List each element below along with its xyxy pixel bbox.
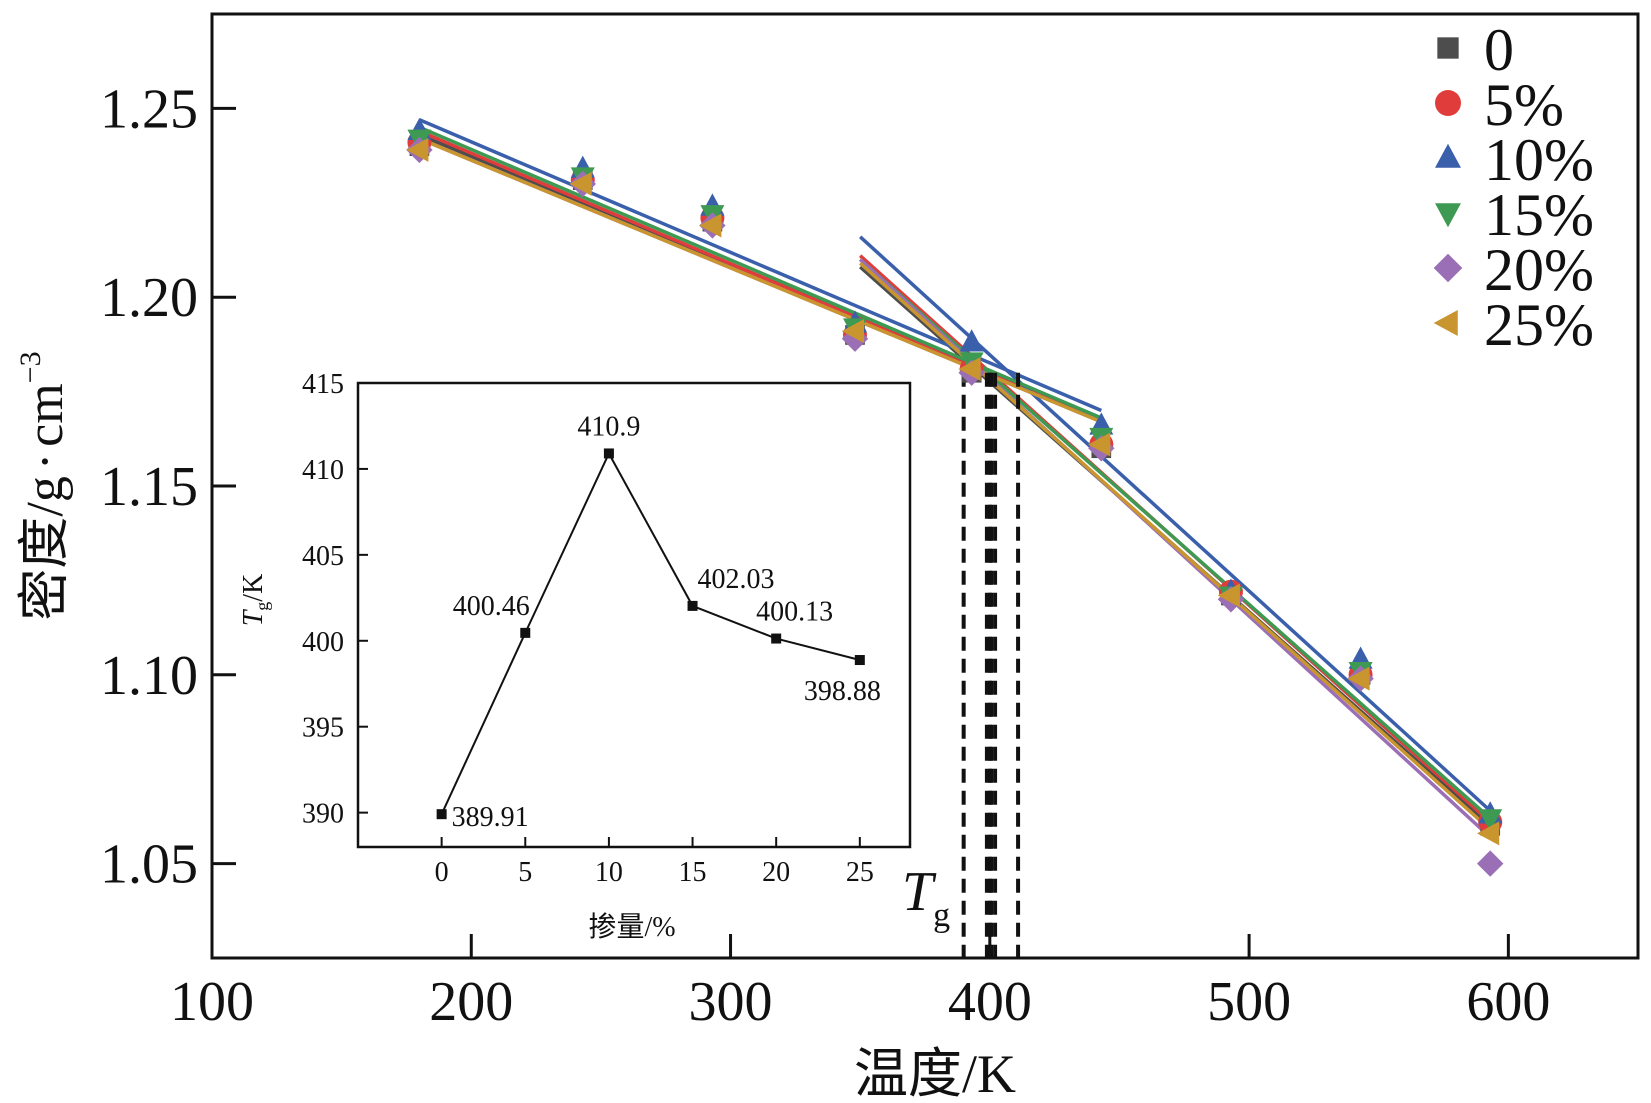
legend-label-25pct: 25% [1484, 292, 1594, 358]
inset-data-label: 400.46 [453, 591, 530, 622]
data-point-25pct [1347, 666, 1370, 691]
legend-marker-10pct [1435, 143, 1461, 168]
data-point-15pct [1478, 809, 1503, 832]
main-y-axis-label: 密度/g · cm−3 [14, 351, 74, 620]
legend-label-0: 0 [1484, 17, 1514, 83]
data-point-25pct [841, 319, 864, 344]
data-point-20pct [1477, 850, 1504, 877]
inset-x-tick-label: 5 [518, 857, 532, 888]
inset-axis-ticks: 0 5 10 15 20 25 390 395 400 405 410 415 [302, 369, 874, 888]
main-x-tick-label: 300 [689, 971, 773, 1033]
legend-label-15pct: 15% [1484, 182, 1594, 248]
inset-x-tick-label: 25 [846, 857, 874, 888]
main-x-tick-label: 200 [429, 971, 513, 1033]
data-point-25pct [1477, 821, 1500, 846]
main-x-tick-label: 500 [1207, 971, 1291, 1033]
data-point-25pct [406, 137, 429, 162]
inset-data-label: 400.13 [756, 597, 833, 628]
data-point-25pct [1217, 583, 1240, 608]
legend-label-10pct: 10% [1484, 127, 1594, 193]
inset-y-axis-label-main: T [238, 608, 269, 626]
inset-data-point [854, 655, 865, 666]
inset-data-markers [436, 448, 865, 820]
main-x-tick-label: 100 [170, 971, 254, 1033]
data-point-25pct [699, 213, 722, 238]
inset-data-point [520, 627, 531, 638]
main-data-markers [406, 117, 1504, 877]
inset-data-label: 389.91 [452, 802, 529, 833]
inset-y-tick-label: 405 [302, 541, 344, 572]
inset-data-label: 398.88 [804, 676, 881, 707]
data-point-25pct [569, 171, 592, 196]
inset-y-tick-label: 410 [302, 455, 344, 486]
main-y-tick-label: 1.20 [100, 267, 198, 329]
tg-annotation-main: T [902, 861, 937, 923]
inset-series-line [440, 451, 861, 815]
fit-line-glassy-25pct [418, 136, 1102, 424]
inset-y-axis-label-sub: g [252, 602, 272, 611]
legend-marker-0 [1437, 37, 1459, 59]
legend-marker-25pct [1433, 310, 1458, 336]
inset-y-tick-label: 400 [302, 627, 344, 658]
fit-line-glassy-10pct [418, 118, 1102, 413]
main-x-tick-label: 600 [1466, 971, 1550, 1033]
inset-data-point [771, 633, 782, 644]
inset-y-tick-label: 390 [302, 799, 344, 830]
main-y-tick-label: 1.10 [100, 645, 198, 707]
fit-line-rubbery-10pct [859, 235, 1492, 813]
data-point-25pct [958, 356, 981, 381]
main-y-tick-label: 1.15 [100, 456, 198, 518]
legend-label-20pct: 20% [1484, 237, 1594, 303]
inset-x-tick-label: 15 [679, 857, 707, 888]
fit-line-rubbery-25pct [859, 261, 1492, 831]
main-y-tick-label: 1.25 [100, 78, 198, 140]
inset-y-axis-label-unit: /K [238, 574, 269, 602]
fit-line-glassy-15pct [418, 125, 1102, 420]
fit-line-rubbery-15pct [859, 258, 1492, 820]
inset-y-tick-label: 415 [302, 369, 344, 400]
data-point-10pct [959, 329, 984, 352]
inset-data-point [687, 600, 698, 611]
inset-x-tick-label: 0 [435, 857, 449, 888]
legend-label-5pct: 5% [1484, 72, 1564, 138]
inset-data-point [436, 809, 447, 820]
tg-dashed-lines [961, 372, 1021, 958]
inset-y-tick-label: 395 [302, 713, 344, 744]
main-y-tick-label: 1.05 [100, 834, 198, 896]
inset-x-axis-label: 掺量/% [588, 911, 675, 943]
inset-x-tick-label: 10 [595, 857, 623, 888]
legend-marker-15pct [1435, 203, 1461, 228]
main-y-axis-label-main: 密度/g [17, 476, 74, 620]
main-y-axis-label-exponent: −3 [14, 351, 47, 383]
main-x-tick-label: 400 [948, 971, 1032, 1033]
inset-tg-chart: 0 5 10 15 20 25 390 395 400 405 410 415 389.91 400.4… [238, 369, 912, 943]
legend-marker-5pct [1435, 90, 1461, 116]
inset-data-point [603, 448, 614, 459]
legend-marker-20pct [1433, 253, 1463, 283]
inset-data-label: 410.9 [577, 411, 640, 442]
legend: 05%10%15%20%25% [1433, 17, 1594, 358]
inset-y-axis-label: Tg/K [238, 574, 272, 627]
tg-annotation: Tg [902, 861, 950, 934]
inset-data-label: 402.03 [698, 564, 775, 595]
main-y-axis-label-dot: · [17, 453, 74, 470]
inset-x-tick-label: 20 [762, 857, 790, 888]
main-x-axis-label: 温度/K [854, 1044, 1016, 1103]
data-point-25pct [1088, 432, 1111, 457]
main-y-axis-label-unit: cm [17, 383, 74, 447]
inset-plot-frame [356, 381, 912, 849]
tg-annotation-sub: g [933, 897, 950, 934]
